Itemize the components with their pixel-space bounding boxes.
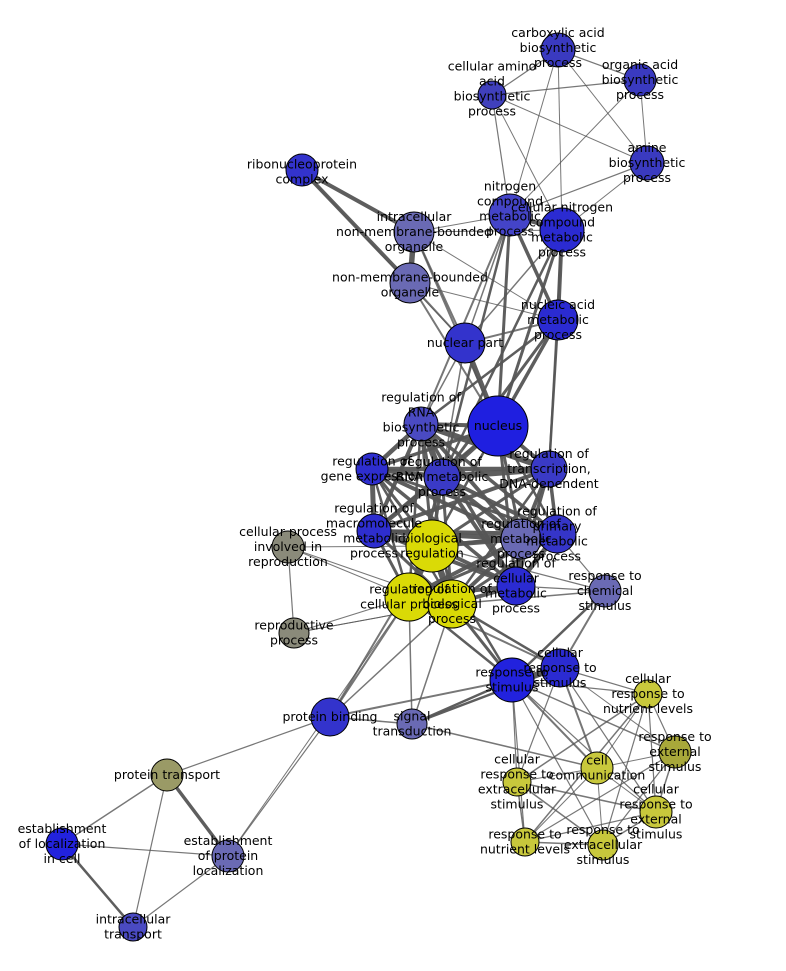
edge xyxy=(419,422,523,541)
edge xyxy=(509,162,648,216)
node-nuclear_part[interactable] xyxy=(444,322,486,364)
edge xyxy=(61,843,229,857)
node-reproductive_process[interactable] xyxy=(278,617,310,649)
node-response_to_extracellular_stimulus[interactable] xyxy=(587,829,619,861)
node-regulation_of_cellular_process[interactable] xyxy=(384,572,434,622)
edge xyxy=(491,79,641,96)
edge xyxy=(524,767,598,843)
edge xyxy=(516,693,649,783)
edge xyxy=(496,228,564,428)
edge xyxy=(370,467,523,541)
edge xyxy=(491,94,648,164)
node-response_to_nutrient_levels[interactable] xyxy=(510,827,540,857)
node-regulation_of_primary_metabolic_process[interactable] xyxy=(537,514,577,554)
edge xyxy=(329,679,513,718)
edge xyxy=(524,751,676,843)
edge xyxy=(329,603,453,718)
edge xyxy=(547,318,560,471)
edges-layer xyxy=(60,49,676,929)
node-biological_regulation[interactable] xyxy=(405,519,459,573)
edge xyxy=(411,723,598,769)
node-amine_biosynthetic_process[interactable] xyxy=(629,145,665,181)
edge xyxy=(300,168,416,234)
node-intracellular_non_membrane_bounded_organelle[interactable] xyxy=(393,211,435,253)
node-response_to_external_stimulus[interactable] xyxy=(658,735,692,769)
node-nucleic_acid_metabolic_process[interactable] xyxy=(537,299,579,341)
edge xyxy=(407,422,423,599)
edge xyxy=(60,842,135,929)
node-cellular_nitrogen_compound_metabolic_process[interactable] xyxy=(539,207,585,253)
edge xyxy=(511,679,604,846)
node-regulation_of_rna_metabolic_process[interactable] xyxy=(423,458,461,496)
node-regulation_of_gene_expression[interactable] xyxy=(355,452,389,486)
edge xyxy=(491,94,563,231)
node-organic_acid_biosynthetic_process[interactable] xyxy=(623,63,657,97)
nodes-layer[interactable] xyxy=(45,32,692,942)
edge xyxy=(511,679,676,753)
edge xyxy=(509,79,641,216)
edge xyxy=(516,667,561,783)
edge xyxy=(420,214,511,425)
node-protein_binding[interactable] xyxy=(310,697,350,737)
edge xyxy=(409,282,559,321)
node-intracellular_transport[interactable] xyxy=(118,912,148,942)
edge xyxy=(602,693,649,846)
node-cellular_response_to_stimulus[interactable] xyxy=(540,648,580,688)
edge xyxy=(557,49,563,231)
edge xyxy=(132,855,229,928)
edge xyxy=(602,751,676,846)
edge xyxy=(557,49,648,164)
node-nitrogen_compound_metabolic_process[interactable] xyxy=(488,193,532,237)
edge xyxy=(511,679,657,813)
edge xyxy=(419,318,560,426)
edge xyxy=(413,229,563,233)
edge xyxy=(496,213,512,428)
edge xyxy=(166,716,331,776)
node-regulation_of_metabolic_process[interactable] xyxy=(500,518,542,560)
edge xyxy=(61,774,168,845)
edge xyxy=(516,781,604,846)
edge xyxy=(410,666,562,726)
edge xyxy=(464,229,563,344)
node-cell_communication[interactable] xyxy=(580,751,614,785)
node-cellular_amino_acid_biosynthetic_process[interactable] xyxy=(477,80,507,110)
edge xyxy=(329,545,433,718)
node-ribonucleoprotein_complex[interactable] xyxy=(285,153,319,187)
node-cellular_response_to_external_stimulus[interactable] xyxy=(639,795,673,829)
edge xyxy=(559,667,676,753)
edge xyxy=(132,774,168,928)
node-non_membrane_bounded_organelle[interactable] xyxy=(389,262,431,304)
edge xyxy=(511,679,526,843)
node-regulation_of_cellular_metabolic_process[interactable] xyxy=(496,566,536,606)
node-signal_transduction[interactable] xyxy=(396,708,428,740)
node-nucleus[interactable] xyxy=(467,395,529,457)
node-regulation_of_transcription_dna_dependent[interactable] xyxy=(530,450,568,488)
edge xyxy=(464,214,511,344)
node-establishment_of_localization_in_cell[interactable] xyxy=(45,827,79,861)
edge xyxy=(440,475,559,536)
edge xyxy=(559,667,657,813)
node-regulation_of_rna_biosynthetic_process[interactable] xyxy=(403,406,439,442)
node-protein_transport[interactable] xyxy=(150,758,184,792)
node-cellular_response_to_nutrient_levels[interactable] xyxy=(633,679,663,709)
edge xyxy=(509,49,559,216)
edge xyxy=(413,231,559,321)
edge xyxy=(647,693,657,813)
edge xyxy=(227,716,331,857)
edge xyxy=(524,811,657,843)
edge xyxy=(516,781,657,813)
node-regulation_of_biological_process[interactable] xyxy=(427,579,477,629)
node-establishment_of_protein_localization[interactable] xyxy=(211,839,245,873)
node-cellular_process_involved_in_reproduction[interactable] xyxy=(271,530,305,564)
node-carboxylic_acid_biosynthetic_process[interactable] xyxy=(540,32,576,68)
edge xyxy=(511,679,649,695)
node-cellular_response_to_extracellular_stimulus[interactable] xyxy=(502,767,532,797)
node-response_to_stimulus[interactable] xyxy=(489,657,535,703)
node-regulation_of_macromolecule_metabolic_process[interactable] xyxy=(356,513,392,549)
edge xyxy=(165,773,230,858)
node-response_to_chemical_stimulus[interactable] xyxy=(588,574,622,608)
